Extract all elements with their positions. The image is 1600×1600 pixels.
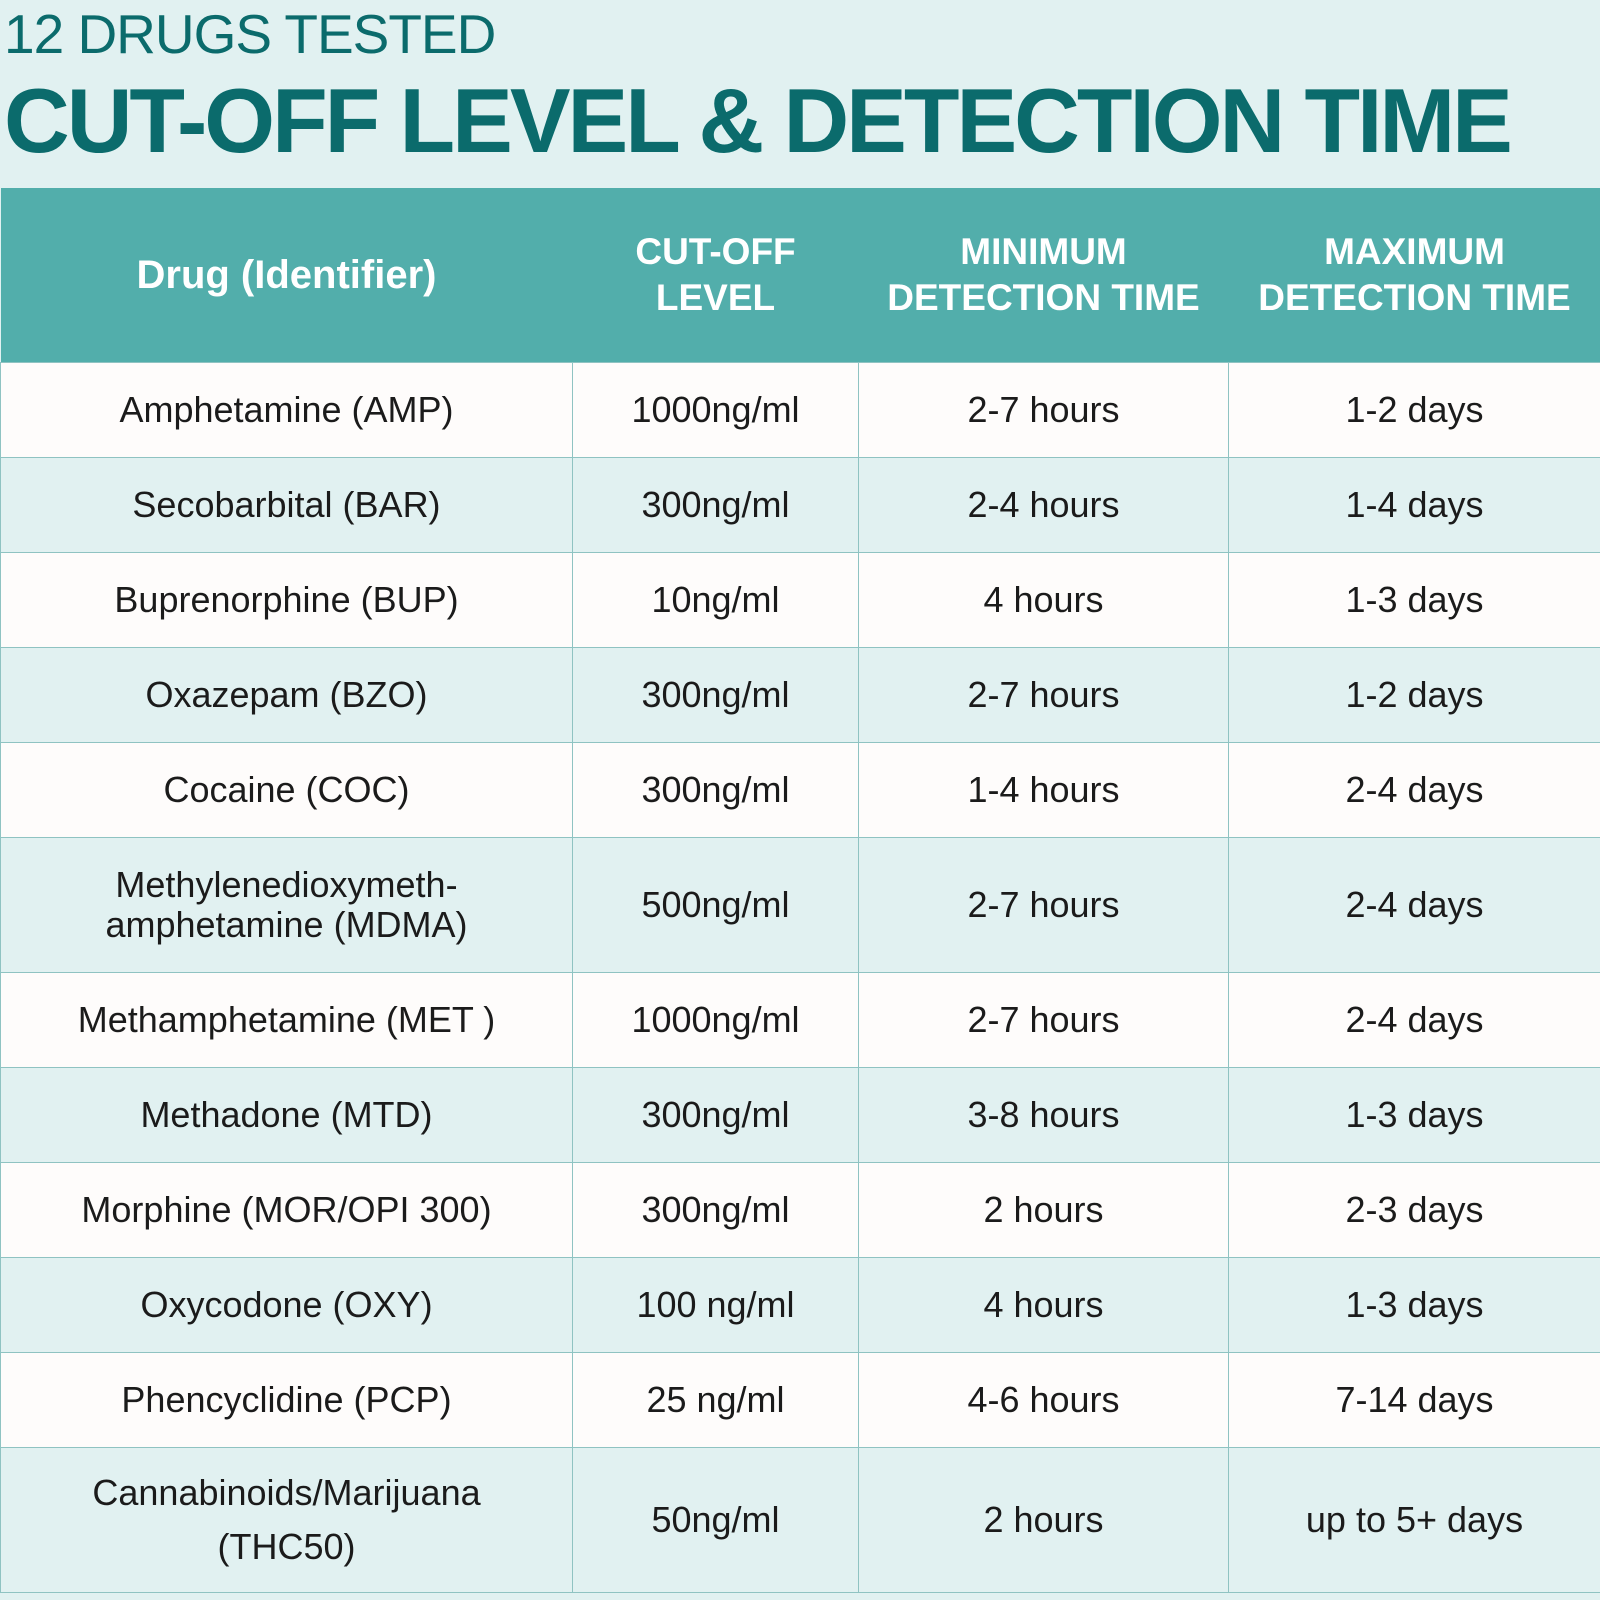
drug-cell: Amphetamine (AMP): [0, 362, 573, 458]
drug-name-line: Methylenedioxymeth-: [115, 864, 458, 905]
cutoff-cell: 300ng/ml: [572, 647, 859, 743]
min-detection-cell: 1-4 hours: [858, 742, 1229, 838]
max-detection-cell: 2-4 days: [1228, 837, 1600, 973]
min-detection-cell: 4 hours: [858, 552, 1229, 648]
drug-name-line: Cannabinoids/Marijuana: [92, 1472, 481, 1513]
cutoff-cell: 1000ng/ml: [572, 972, 859, 1068]
cutoff-cell: 300ng/ml: [572, 742, 859, 838]
column-header-label: DETECTION TIME: [887, 277, 1200, 318]
table-row: Morphine (MOR/OPI 300) 300ng/ml 2 hours …: [0, 1162, 1600, 1258]
column-header-label: MAXIMUM: [1324, 231, 1505, 272]
cutoff-cell: 500ng/ml: [572, 837, 859, 973]
drug-cell: Methadone (MTD): [0, 1067, 573, 1163]
drug-table: Drug (Identifier) CUT-OFF LEVEL MINIMUM …: [0, 188, 1600, 1593]
table-row: Cocaine (COC) 300ng/ml 1-4 hours 2-4 day…: [0, 742, 1600, 838]
max-detection-cell: up to 5+ days: [1228, 1447, 1600, 1593]
max-detection-cell: 1-3 days: [1228, 1067, 1600, 1163]
table-row: Methadone (MTD) 300ng/ml 3-8 hours 1-3 d…: [0, 1067, 1600, 1163]
cutoff-cell: 300ng/ml: [572, 1162, 859, 1258]
page-header: 12 DRUGS TESTED CUT-OFF LEVEL & DETECTIO…: [0, 0, 1600, 188]
drug-cell: Cannabinoids/Marijuana (THC50): [0, 1447, 573, 1593]
column-header-cutoff: CUT-OFF LEVEL: [572, 188, 859, 363]
column-header-max-detection: MAXIMUM DETECTION TIME: [1228, 188, 1600, 363]
column-header-min-detection: MINIMUM DETECTION TIME: [858, 188, 1229, 363]
min-detection-cell: 2-4 hours: [858, 457, 1229, 553]
drug-cell: Methamphetamine (MET ): [0, 972, 573, 1068]
drug-cell: Oxazepam (BZO): [0, 647, 573, 743]
max-detection-cell: 7-14 days: [1228, 1352, 1600, 1448]
max-detection-cell: 1-4 days: [1228, 457, 1600, 553]
table-row: Buprenorphine (BUP) 10ng/ml 4 hours 1-3 …: [0, 552, 1600, 648]
max-detection-cell: 1-2 days: [1228, 362, 1600, 458]
cutoff-cell: 10ng/ml: [572, 552, 859, 648]
cutoff-cell: 1000ng/ml: [572, 362, 859, 458]
drug-cell: Secobarbital (BAR): [0, 457, 573, 553]
page-title: CUT-OFF LEVEL & DETECTION TIME: [4, 71, 1513, 172]
cutoff-cell: 300ng/ml: [572, 1067, 859, 1163]
cutoff-cell: 100 ng/ml: [572, 1257, 859, 1353]
drug-cell: Morphine (MOR/OPI 300): [0, 1162, 573, 1258]
min-detection-cell: 2-7 hours: [858, 837, 1229, 973]
min-detection-cell: 4-6 hours: [858, 1352, 1229, 1448]
max-detection-cell: 1-3 days: [1228, 552, 1600, 648]
min-detection-cell: 2-7 hours: [858, 972, 1229, 1068]
min-detection-cell: 2-7 hours: [858, 647, 1229, 743]
table-row: Cannabinoids/Marijuana (THC50) 50ng/ml 2…: [0, 1447, 1600, 1593]
max-detection-cell: 2-4 days: [1228, 972, 1600, 1068]
min-detection-cell: 2 hours: [858, 1162, 1229, 1258]
max-detection-cell: 2-3 days: [1228, 1162, 1600, 1258]
column-header-label: LEVEL: [655, 277, 776, 318]
min-detection-cell: 2 hours: [858, 1447, 1229, 1593]
column-header-label: Drug (Identifier): [136, 253, 437, 297]
page-subtitle: 12 DRUGS TESTED: [4, 3, 496, 65]
table-header-row: Drug (Identifier) CUT-OFF LEVEL MINIMUM …: [0, 188, 1600, 363]
table-row: Methamphetamine (MET ) 1000ng/ml 2-7 hou…: [0, 972, 1600, 1068]
table-row: Oxazepam (BZO) 300ng/ml 2-7 hours 1-2 da…: [0, 647, 1600, 743]
column-header-label: CUT-OFF: [635, 231, 796, 272]
max-detection-cell: 1-2 days: [1228, 647, 1600, 743]
table-row: Amphetamine (AMP) 1000ng/ml 2-7 hours 1-…: [0, 362, 1600, 458]
min-detection-cell: 2-7 hours: [858, 362, 1229, 458]
drug-name-line: (THC50): [217, 1526, 356, 1567]
table-row: Oxycodone (OXY) 100 ng/ml 4 hours 1-3 da…: [0, 1257, 1600, 1353]
column-header-label: MINIMUM: [960, 231, 1127, 272]
drug-cell: Oxycodone (OXY): [0, 1257, 573, 1353]
cutoff-cell: 25 ng/ml: [572, 1352, 859, 1448]
cutoff-cell: 50ng/ml: [572, 1447, 859, 1593]
max-detection-cell: 2-4 days: [1228, 742, 1600, 838]
cutoff-cell: 300ng/ml: [572, 457, 859, 553]
drug-name-line: amphetamine (MDMA): [105, 904, 468, 945]
min-detection-cell: 4 hours: [858, 1257, 1229, 1353]
column-header-label: DETECTION TIME: [1258, 277, 1571, 318]
table-row: Phencyclidine (PCP) 25 ng/ml 4-6 hours 7…: [0, 1352, 1600, 1448]
max-detection-cell: 1-3 days: [1228, 1257, 1600, 1353]
column-header-drug: Drug (Identifier): [0, 188, 573, 363]
table-row: Methylenedioxymeth- amphetamine (MDMA) 5…: [0, 837, 1600, 973]
table-row: Secobarbital (BAR) 300ng/ml 2-4 hours 1-…: [0, 457, 1600, 553]
drug-cell: Buprenorphine (BUP): [0, 552, 573, 648]
drug-cell: Cocaine (COC): [0, 742, 573, 838]
drug-cell: Methylenedioxymeth- amphetamine (MDMA): [0, 837, 573, 973]
min-detection-cell: 3-8 hours: [858, 1067, 1229, 1163]
drug-cell: Phencyclidine (PCP): [0, 1352, 573, 1448]
